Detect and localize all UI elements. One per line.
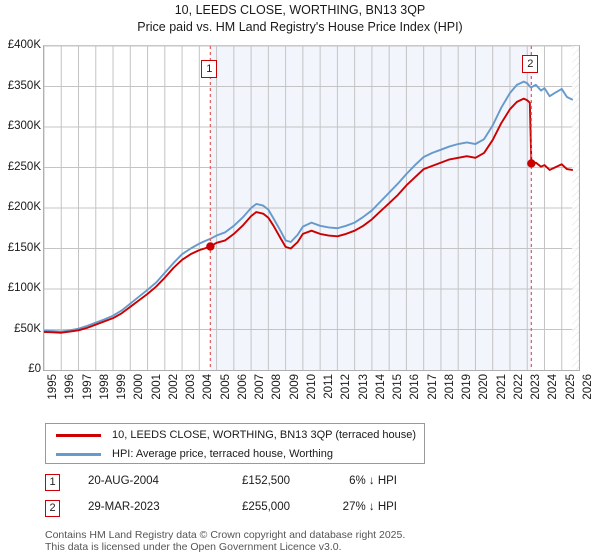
x-axis-tick: 2019	[461, 374, 474, 400]
x-axis-tick: 1998	[98, 374, 111, 400]
x-axis-tick: 2025	[564, 374, 577, 400]
y-axis-labels: £0 £50K £100K £150K £200K £250K £300K £350K £400…	[0, 0, 41, 420]
x-axis-tick: 2008	[271, 374, 284, 400]
legend-label-hpi: HPI: Average price, terraced house, Wort…	[112, 448, 333, 460]
x-axis-tick: 2001	[150, 374, 163, 400]
y-axis-tick: £300K	[7, 120, 41, 132]
sale-delta-1: 6% ↓ HPI	[349, 475, 397, 487]
x-axis-tick: 2020	[478, 374, 491, 400]
x-axis-tick: 2010	[305, 374, 318, 400]
x-axis-tick: 1999	[116, 374, 129, 400]
chart-svg	[44, 46, 579, 370]
y-axis-tick: £150K	[7, 241, 41, 254]
x-axis-tick: 2007	[254, 374, 267, 400]
x-axis-tick: 2015	[392, 374, 405, 400]
x-axis-tick: 1996	[64, 374, 77, 400]
chart-marker-1: 1	[201, 60, 218, 78]
sale-delta-2: 27% ↓ HPI	[342, 501, 397, 513]
legend-item-hpi: HPI: Average price, terraced house, Wort…	[46, 444, 333, 464]
sale-date-1: 20-AUG-2004	[88, 475, 159, 487]
x-axis-tick: 2018	[443, 374, 456, 400]
x-axis-tick: 2006	[236, 374, 249, 400]
legend-item-price-paid: 10, LEEDS CLOSE, WORTHING, BN13 3QP (ter…	[46, 425, 416, 445]
y-axis-tick: £0	[28, 363, 41, 375]
x-axis-tick: 2002	[167, 374, 180, 400]
x-axis-tick: 2003	[185, 374, 198, 400]
chart-legend: 10, LEEDS CLOSE, WORTHING, BN13 3QP (ter…	[45, 423, 425, 464]
y-axis-tick: £350K	[7, 79, 41, 92]
table-row: 2 29-MAR-2023 £255,000 27% ↓ HPI	[45, 498, 465, 524]
x-axis-tick: 2005	[219, 374, 232, 400]
sale-date-2: 29-MAR-2023	[88, 501, 160, 513]
x-axis-tick: 2011	[323, 374, 336, 399]
sale-price-2: £255,000	[242, 501, 290, 513]
x-axis-tick: 2026	[582, 374, 594, 400]
x-axis-tick: 2023	[530, 374, 543, 400]
legend-swatch-price-paid	[56, 433, 101, 437]
x-axis-tick: 2016	[409, 374, 422, 400]
chart-title: 10, LEEDS CLOSE, WORTHING, BN13 3QP	[174, 3, 426, 17]
sales-table: 1 20-AUG-2004 £152,500 6% ↓ HPI 2 29-MAR…	[45, 472, 465, 524]
page-title: 10, LEEDS CLOSE, WORTHING, BN13 3QP Pric…	[0, 2, 600, 36]
footer-attribution: Contains HM Land Registry data © Crown c…	[45, 529, 585, 553]
x-axis-tick: 2012	[340, 374, 353, 400]
y-axis-tick: £100K	[7, 282, 41, 294]
x-axis-tick: 2014	[374, 374, 387, 400]
sale-price-1: £152,500	[242, 475, 290, 487]
y-axis-tick: £50K	[14, 322, 41, 335]
legend-swatch-hpi	[56, 452, 101, 456]
footer-line-1: Contains HM Land Registry data © Crown c…	[45, 529, 406, 541]
x-axis-tick: 2022	[512, 374, 525, 400]
y-axis-tick: £400K	[7, 39, 41, 51]
x-axis-tick: 2000	[133, 374, 146, 400]
x-axis-tick: 1997	[81, 374, 94, 400]
x-axis-tick: 2021	[495, 374, 508, 400]
sale-badge-2: 2	[45, 500, 60, 517]
x-axis-tick: 2024	[547, 374, 560, 400]
x-axis-tick: 2004	[202, 374, 215, 400]
legend-label-price-paid: 10, LEEDS CLOSE, WORTHING, BN13 3QP (ter…	[112, 429, 417, 441]
x-axis-tick: 1995	[47, 374, 59, 400]
chart-area: £0 £50K £100K £150K £200K £250K £300K £350K £400…	[0, 0, 594, 420]
y-axis-tick: £250K	[7, 160, 41, 173]
table-row: 1 20-AUG-2004 £152,500 6% ↓ HPI	[45, 472, 465, 498]
chart-marker-2: 2	[522, 55, 539, 73]
plot-canvas	[43, 45, 580, 371]
x-axis-tick: 2009	[288, 374, 301, 400]
x-axis-tick: 2013	[357, 374, 370, 400]
x-axis-tick: 2017	[426, 374, 439, 400]
footer-line-2: This data is licensed under the Open Gov…	[45, 541, 342, 553]
y-axis-tick: £200K	[7, 201, 41, 213]
x-axis-labels: 1995 1996 1997 1998 1999 2000 2001 2002 2003 2004…	[43, 374, 594, 420]
chart-subtitle: Price paid vs. HM Land Registry's House …	[137, 20, 463, 34]
sale-badge-1: 1	[45, 474, 60, 491]
